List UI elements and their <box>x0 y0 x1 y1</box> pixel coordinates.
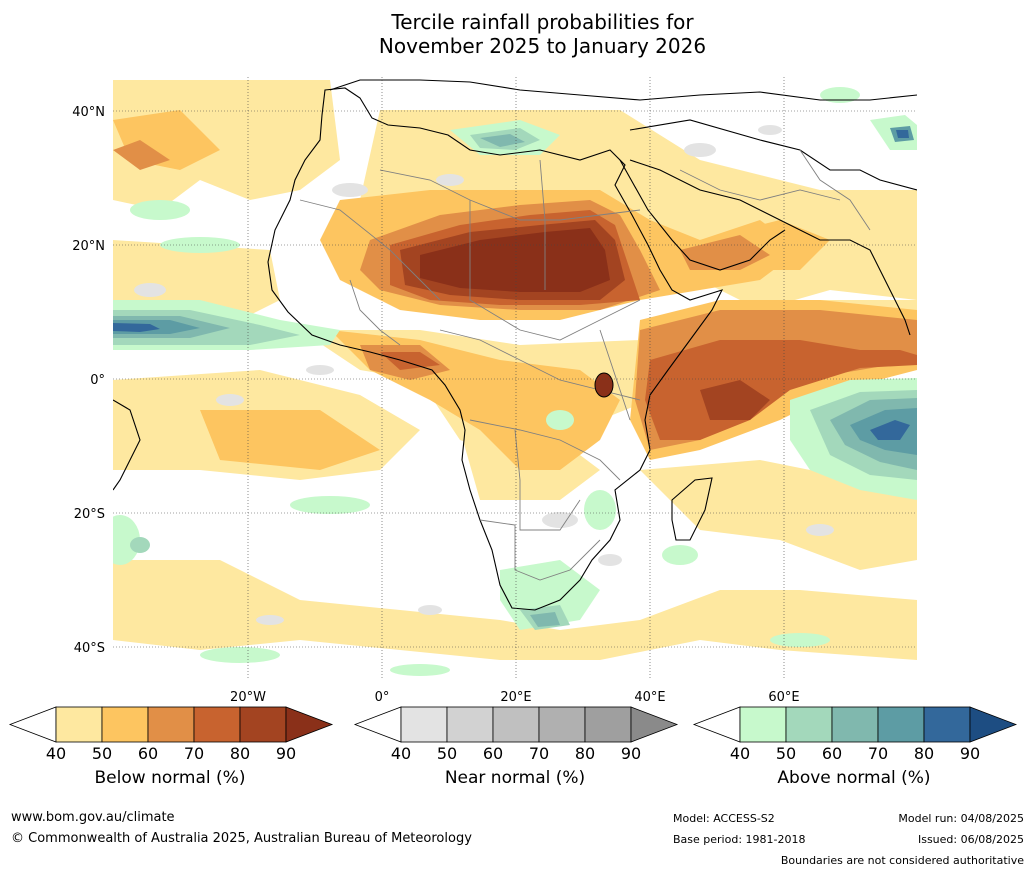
near-normal-tick-label: 80 <box>575 744 595 763</box>
country-borders <box>299 149 871 581</box>
map-title: Tercile rainfall probabilities for Novem… <box>0 10 1035 58</box>
near-normal-tick-label: 70 <box>529 744 549 763</box>
lat-label-20s: 20°S <box>74 507 105 522</box>
graticule <box>113 77 917 680</box>
base-period: Base period: 1981-2018 <box>673 833 806 846</box>
lon-label-20e: 20°E <box>500 690 531 705</box>
above-normal-colorbar: 40 50 60 70 80 90 <box>692 706 1018 763</box>
above-normal-tick-label: 50 <box>776 744 796 763</box>
longitude-labels: 20°W 0° 20°E 40°E 60°E <box>230 690 800 705</box>
website-link[interactable]: www.bom.gov.au/climate <box>11 810 175 825</box>
near-normal-tick-label: 50 <box>437 744 457 763</box>
below-normal-tick-label: 50 <box>92 744 112 763</box>
below-normal-tick-label: 70 <box>184 744 204 763</box>
above-normal-tick-label: 40 <box>730 744 750 763</box>
above-normal-swatch <box>739 706 787 743</box>
below-normal-tick-label: 60 <box>138 744 158 763</box>
below-normal-label: Below normal (%) <box>94 768 246 788</box>
title-line-2: November 2025 to January 2026 <box>378 34 707 58</box>
near-normal-tick-label: 40 <box>391 744 411 763</box>
near-normal-swatch <box>584 706 632 743</box>
below-normal-tick-label: 90 <box>276 744 296 763</box>
lake-victoria <box>594 372 614 398</box>
lon-label-60e: 60°E <box>768 690 799 705</box>
boundaries-disclaimer: Boundaries are not considered authoritat… <box>780 854 1024 867</box>
below-normal-swatch <box>147 706 195 743</box>
below-normal-tick-label: 80 <box>230 744 250 763</box>
above-normal-tick-label: 90 <box>960 744 980 763</box>
above-normal-extend-high <box>969 706 1018 743</box>
lon-label-0: 0° <box>375 690 390 705</box>
lat-label-eq: 0° <box>90 373 105 388</box>
lon-label-20w: 20°W <box>230 690 266 705</box>
near-normal-swatch <box>492 706 540 743</box>
map-plot-area <box>113 77 917 680</box>
near-normal-swatch <box>400 706 448 743</box>
above-normal-swatch <box>785 706 833 743</box>
near-normal-colorbar: 40 50 60 70 80 90 <box>353 706 679 763</box>
coastlines <box>113 79 917 611</box>
above-normal-swatch <box>923 706 971 743</box>
below-normal-90-plus-areas <box>420 228 610 292</box>
above-normal-swatch <box>877 706 925 743</box>
near-normal-swatch <box>446 706 494 743</box>
above-normal-label: Above normal (%) <box>777 768 931 788</box>
above-normal-extend-low <box>692 706 741 743</box>
near-normal-tick-label: 90 <box>621 744 641 763</box>
near-normal-label: Near normal (%) <box>444 768 586 788</box>
near-normal-extend-high <box>630 706 679 743</box>
lat-label-20n: 20°N <box>72 239 105 254</box>
above-normal-tick-label: 70 <box>868 744 888 763</box>
below-normal-swatch <box>193 706 241 743</box>
model-name: Model: ACCESS-S2 <box>673 812 775 825</box>
above-normal-swatch <box>831 706 879 743</box>
lat-label-40s: 40°S <box>74 641 105 656</box>
lon-label-40e: 40°E <box>634 690 665 705</box>
title-line-1: Tercile rainfall probabilities for <box>391 10 694 34</box>
below-normal-extend-high <box>285 706 334 743</box>
model-run-date: Model run: 04/08/2025 <box>898 812 1024 825</box>
below-normal-extend-low <box>8 706 57 743</box>
lat-label-40n: 40°N <box>72 105 105 120</box>
below-normal-tick-label: 40 <box>46 744 66 763</box>
below-normal-colorbar: 40 50 60 70 80 90 <box>8 706 334 763</box>
above-normal-tick-label: 80 <box>914 744 934 763</box>
near-normal-extend-low <box>353 706 402 743</box>
near-normal-tick-label: 60 <box>483 744 503 763</box>
near-normal-areas <box>134 125 874 625</box>
latitude-labels: 40°N 20°N 0° 20°S 40°S <box>72 105 105 656</box>
below-normal-swatch <box>55 706 103 743</box>
issued-date: Issued: 06/08/2025 <box>917 833 1024 846</box>
above-normal-tick-label: 60 <box>822 744 842 763</box>
near-normal-swatch <box>538 706 586 743</box>
colorbar-legends: 40 50 60 70 80 90 40 50 60 70 80 90 40 50 60 70 80 90 <box>8 706 1018 763</box>
below-normal-swatch <box>101 706 149 743</box>
below-normal-swatch <box>239 706 287 743</box>
copyright-text: © Commonwealth of Australia 2025, Austra… <box>11 831 472 846</box>
